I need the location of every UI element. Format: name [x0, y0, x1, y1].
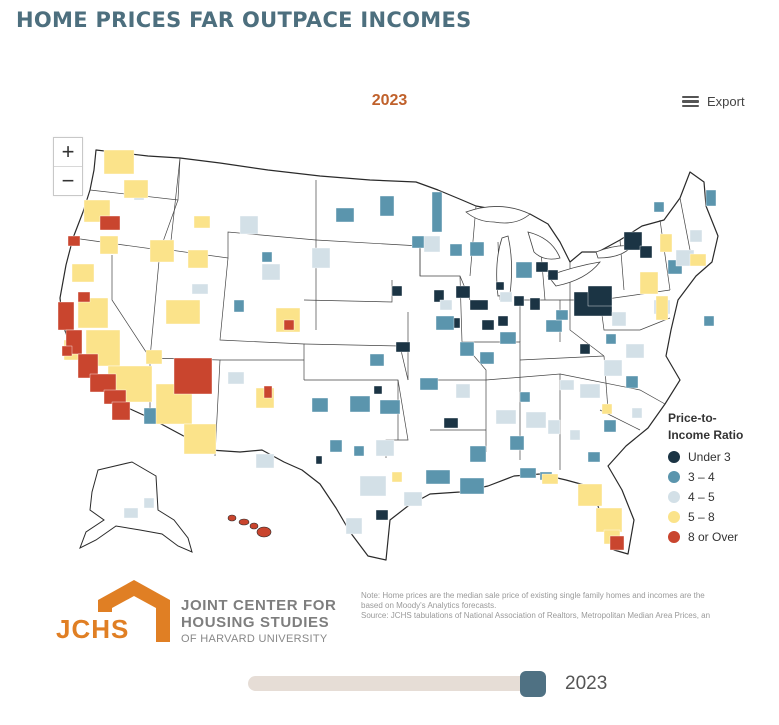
logo-line1: JOINT CENTER FOR	[181, 597, 337, 614]
legend-swatch	[668, 471, 680, 483]
legend-item-under-3[interactable]: Under 3	[668, 450, 743, 464]
legend-swatch	[668, 531, 680, 543]
legend-label: 5 – 8	[688, 510, 715, 524]
legend-title-line2: Income Ratio	[668, 428, 744, 442]
legend-swatch	[668, 511, 680, 523]
zoom-out-button[interactable]: −	[54, 166, 82, 195]
logo-line2: HOUSING STUDIES	[181, 614, 330, 631]
jchs-logo-mark: JCHS	[56, 580, 170, 644]
page-headline: HOME PRICES FAR OUTPACE INCOMES	[16, 8, 472, 32]
footnote-line3: Source: JCHS tabulations of National Ass…	[361, 611, 711, 620]
footnote: Note: Home prices are the median sale pr…	[361, 591, 779, 621]
legend-swatch	[668, 491, 680, 503]
legend-label: Under 3	[688, 450, 731, 464]
metro-regions-3-4[interactable]	[143, 189, 717, 495]
hamburger-menu-icon	[682, 95, 699, 108]
year-slider[interactable]	[248, 671, 558, 697]
legend-item-3-4[interactable]: 3 – 4	[668, 470, 743, 484]
legend-title-line1: Price-to-	[668, 411, 717, 425]
legend-item-8-or-over[interactable]: 8 or Over	[668, 530, 743, 544]
year-slider-value: 2023	[565, 673, 608, 694]
legend-label: 8 or Over	[688, 530, 739, 544]
legend-swatch	[668, 451, 680, 463]
metro-regions-under-3[interactable]	[315, 231, 653, 521]
alaska-outline	[79, 461, 193, 553]
legend-label: 4 – 5	[688, 490, 715, 504]
jchs-logo-letters: JCHS	[56, 614, 129, 644]
logo-line3: OF HARVARD UNIVERSITY	[181, 633, 328, 645]
great-lakes	[465, 206, 633, 297]
year-slider-thumb[interactable]	[520, 671, 547, 697]
zoom-control: + −	[53, 137, 83, 196]
legend-label: 3 – 4	[688, 470, 715, 484]
metro-regions-8-or-over[interactable]	[57, 215, 625, 551]
legend-item-5-8[interactable]: 5 – 8	[668, 510, 743, 524]
jchs-logo-text: JOINT CENTER FOR HOUSING STUDIES OF HARV…	[181, 597, 336, 648]
hawaii-islands	[227, 514, 272, 538]
metro-regions-4-5[interactable]	[123, 191, 703, 535]
year-slider-track[interactable]	[248, 676, 544, 691]
footnote-line2: based on Moody's Analytics forecasts.	[361, 601, 497, 610]
export-label: Export	[707, 94, 745, 109]
chart-year-title: 2023	[371, 92, 408, 109]
legend-item-4-5[interactable]: 4 – 5	[668, 490, 743, 504]
export-button[interactable]: Export	[682, 94, 745, 109]
legend: Price-to- Income Ratio Under 3 3 – 4 4 –…	[668, 410, 743, 544]
zoom-in-button[interactable]: +	[61, 139, 75, 164]
footnote-line1: Note: Home prices are the median sale pr…	[361, 591, 705, 600]
